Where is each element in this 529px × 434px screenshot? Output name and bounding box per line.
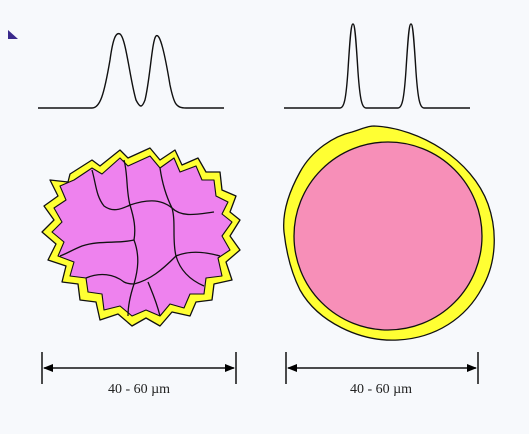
right-particle-core bbox=[293, 141, 483, 331]
left-peak-curve bbox=[38, 32, 224, 109]
left-particle-grain-boundaries bbox=[59, 159, 221, 317]
right-peak-curve bbox=[284, 23, 470, 109]
left-particle-core bbox=[51, 155, 233, 317]
left-dimension-label: 40 - 60 µm bbox=[107, 382, 171, 397]
right-dimension-label: 40 - 60 µm bbox=[349, 382, 413, 397]
right-dimension-line bbox=[285, 352, 479, 384]
triangle-marker-icon bbox=[8, 30, 18, 39]
left-dimension-line bbox=[41, 352, 237, 384]
